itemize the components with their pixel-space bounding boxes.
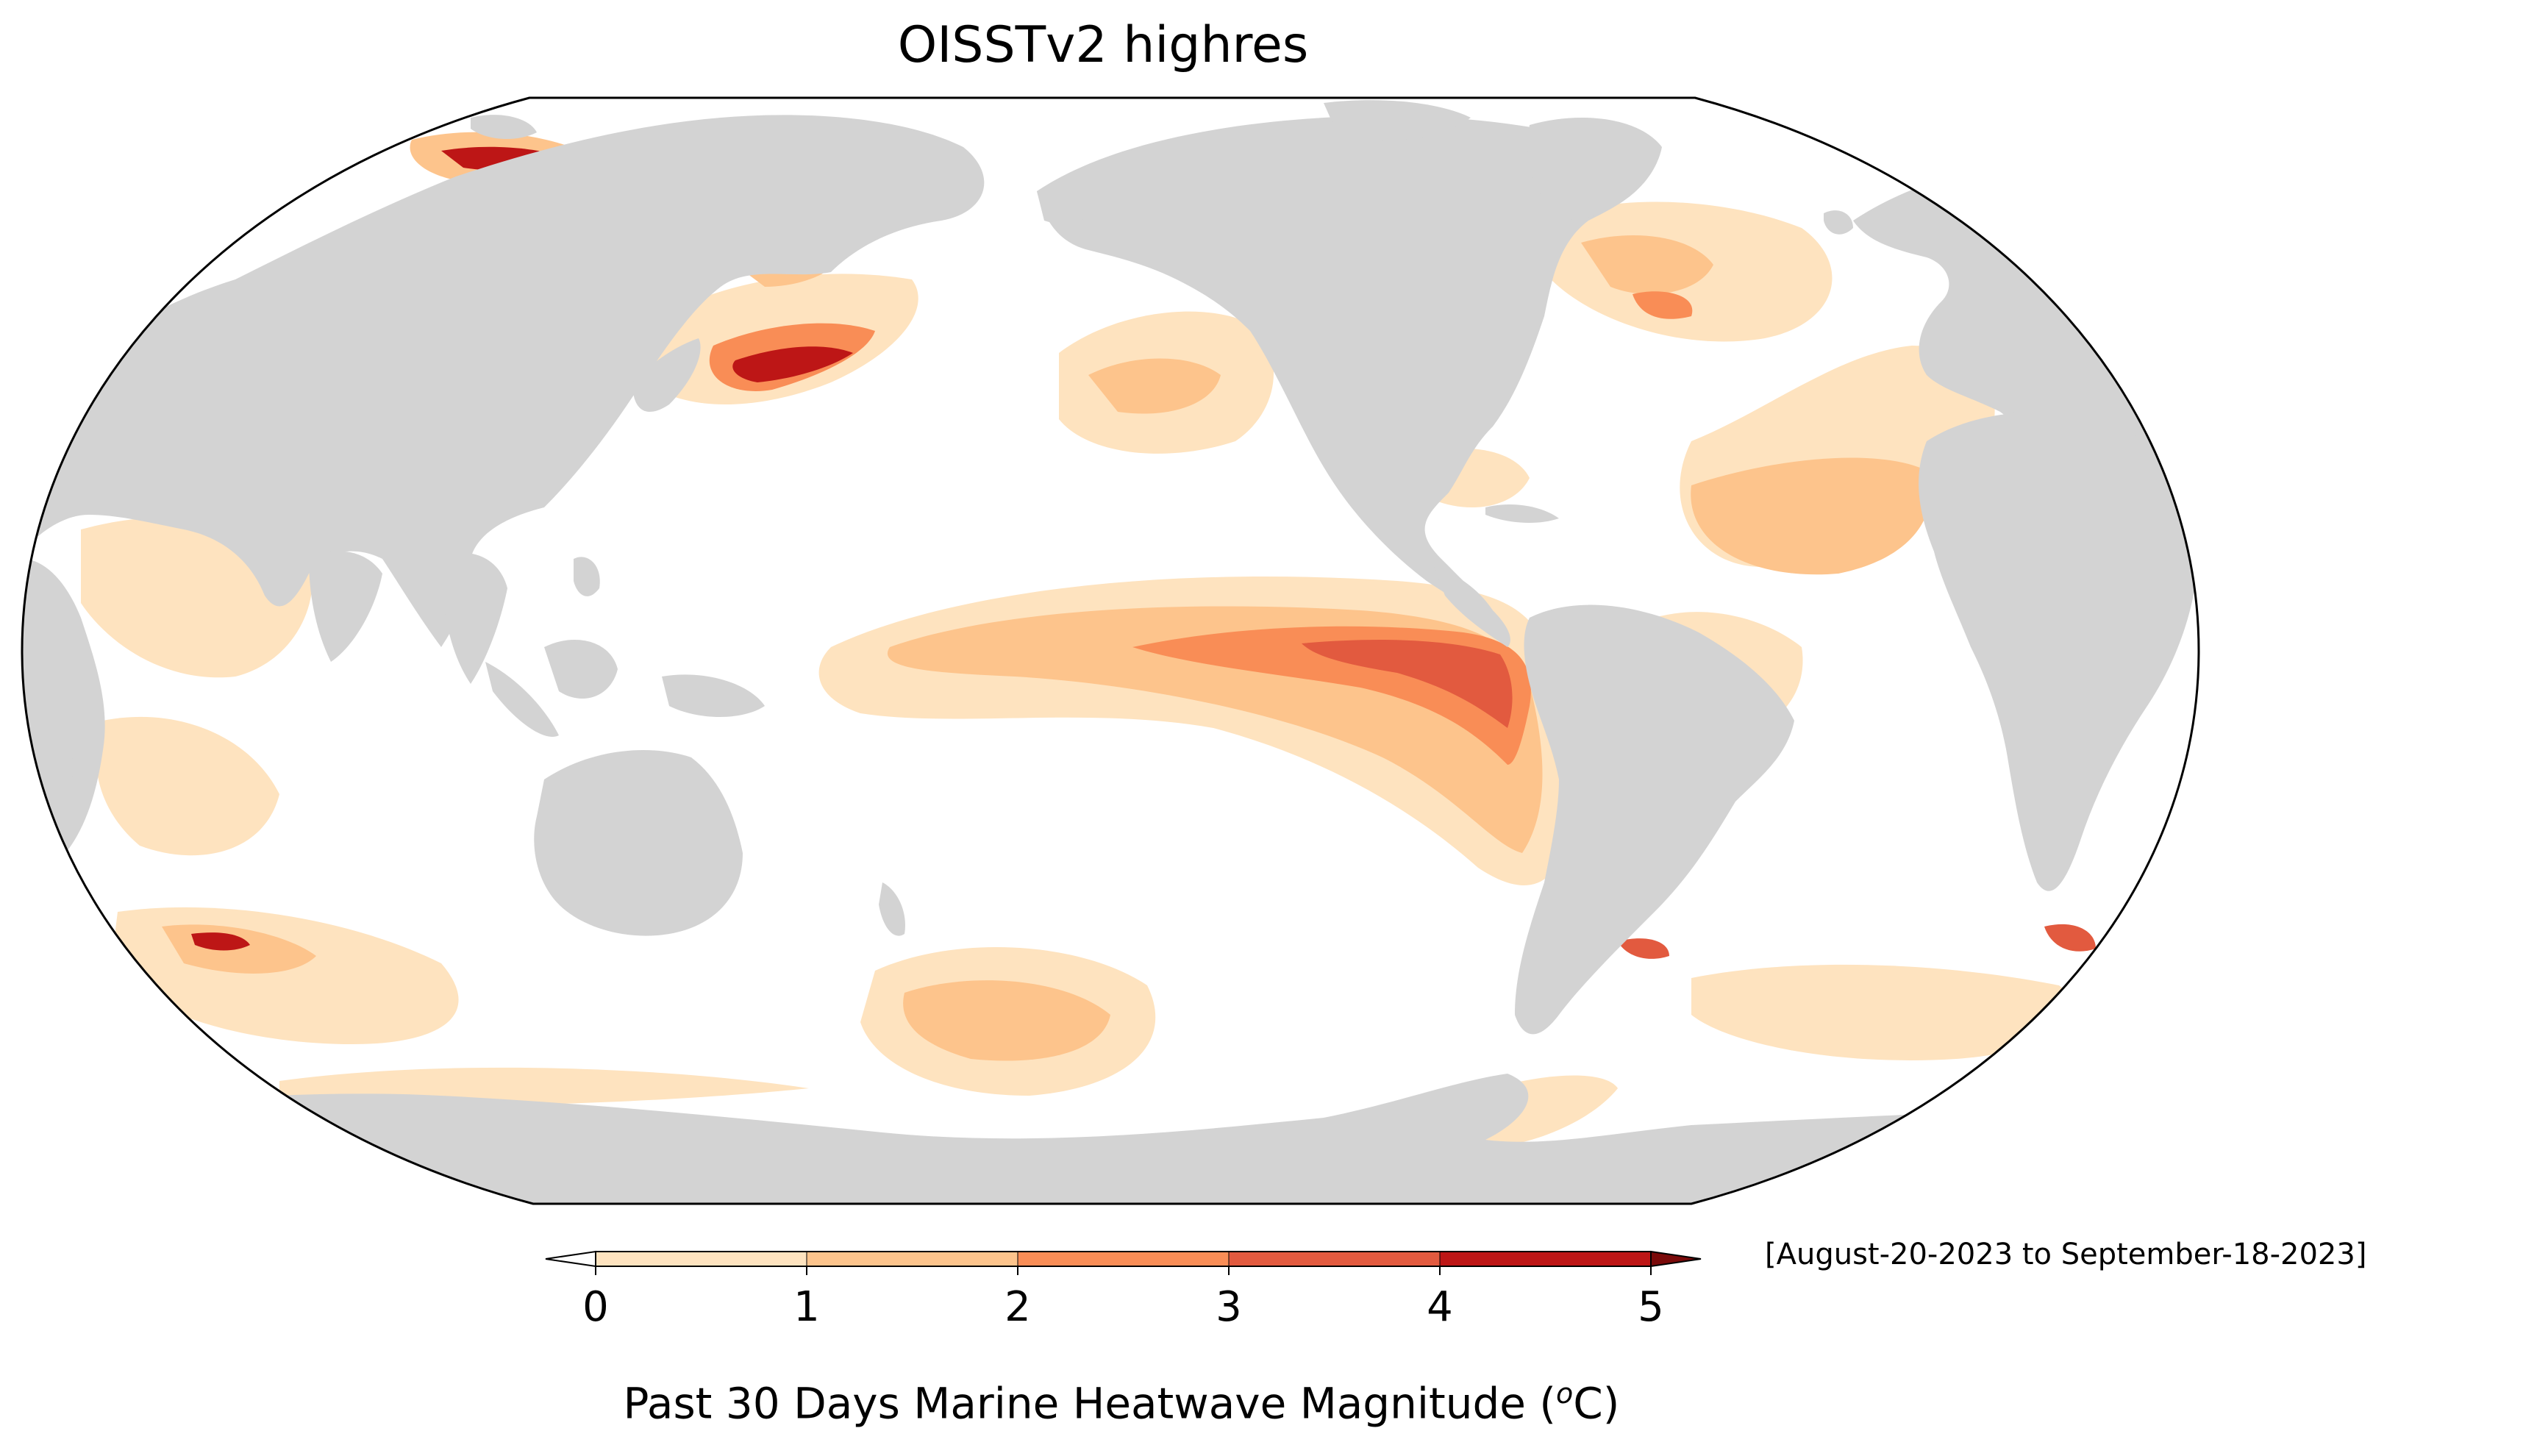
land-se-asia: [441, 553, 507, 684]
heatwave-ne-pacific-2: [1088, 358, 1221, 414]
colorbar-under-arrow: [545, 1250, 596, 1268]
land-japan: [632, 338, 701, 412]
land-borneo: [544, 640, 618, 699]
colorbar-bin-1: [807, 1252, 1018, 1266]
colorbar-tick-label-0: 0: [582, 1283, 609, 1331]
heatwave-indian-ocean-5: [191, 932, 250, 951]
colorbar-label: Past 30 Days Marine Heatwave Magnitude (…: [0, 1377, 2243, 1428]
colorbar-frame: [595, 1251, 1652, 1267]
land-central-america: [1434, 566, 1510, 647]
globe-outline: [21, 96, 2200, 1205]
map-title: OISSTv2 highres: [897, 16, 1309, 74]
land-british-isles: [1824, 210, 1853, 235]
colorbar-tick-label-2: 2: [1005, 1283, 1031, 1331]
land-new-guinea: [662, 674, 765, 717]
land-north-america: [1037, 115, 1646, 610]
colorbar-bin-3: [1229, 1252, 1440, 1266]
land-masses: [22, 100, 2199, 1204]
land-new-zealand: [879, 882, 905, 936]
colorbar-bins: [596, 1252, 1651, 1266]
heatwave-equatorial-pacific-4: [1302, 640, 1513, 728]
land-australia: [534, 750, 743, 936]
land-alaska: [1037, 188, 1103, 224]
heatwave-south-atlantic-2: [1618, 938, 1669, 959]
heatwave-indian-ocean-2: [96, 716, 279, 856]
land-cuba: [1485, 504, 1559, 524]
land-sumatra: [485, 662, 559, 737]
world-map: [21, 96, 2200, 1205]
heatwave-patches: [81, 132, 2096, 1149]
heatwave-south-atlantic-3: [2044, 924, 2096, 952]
colorbar-tick-label-1: 1: [793, 1283, 820, 1331]
land-greenland: [1527, 118, 1662, 221]
colorbar-tick-label-3: 3: [1216, 1283, 1242, 1331]
colorbar-ticks: 0 1 2 3 4 5: [582, 1252, 1664, 1331]
heatwave-north-atlantic-2: [1691, 457, 1930, 575]
colorbar-tick-label-4: 4: [1427, 1283, 1453, 1331]
land-arctic-canada: [1324, 100, 1471, 141]
colorbar-tick-label-5: 5: [1638, 1283, 1664, 1331]
colorbar-bin-2: [1018, 1252, 1229, 1266]
colorbar-over-arrow: [1650, 1250, 1702, 1268]
colorbar-label-unit: C): [1573, 1378, 1620, 1429]
land-madagascar: [44, 733, 74, 802]
land-africa-east: [1919, 412, 2199, 891]
colorbar-label-main: Past 30 Days Marine Heatwave Magnitude (: [623, 1378, 1557, 1429]
colorbar-bin-0: [596, 1252, 807, 1266]
colorbar-bin-4: [1440, 1252, 1651, 1266]
colorbar-label-degree: o: [1556, 1377, 1574, 1410]
land-antarctica: [22, 1074, 2199, 1204]
heatwave-nw-pacific-3: [732, 346, 853, 382]
heatwave-south-pacific-2: [903, 980, 1110, 1061]
heatwave-labrador-3: [1633, 291, 1693, 319]
date-range-label: [August-20-2023 to September-18-2023]: [1765, 1238, 2367, 1271]
land-india: [309, 551, 382, 662]
land-south-america: [1515, 604, 1794, 1035]
land-eurasia: [22, 115, 985, 648]
land-philippines: [574, 557, 600, 596]
heatwave-labrador-2: [1581, 235, 1713, 294]
land-svalbard: [471, 115, 537, 140]
heatwave-south-atlantic: [1691, 964, 2073, 1060]
